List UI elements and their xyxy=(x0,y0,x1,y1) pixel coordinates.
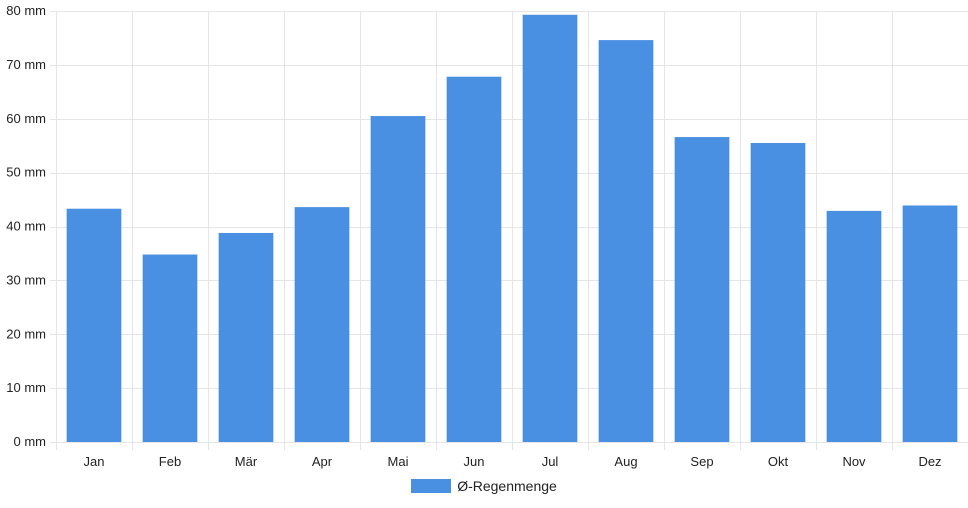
x-tick-label: Nov xyxy=(842,454,866,469)
y-tick-label: 50 mm xyxy=(6,165,46,180)
x-tick-label: Okt xyxy=(768,454,789,469)
bar-Jul[interactable] xyxy=(522,14,578,443)
legend-swatch xyxy=(411,479,452,493)
y-tick-label: 40 mm xyxy=(6,219,46,234)
y-tick-label: 20 mm xyxy=(6,326,46,341)
x-tick-label: Jul xyxy=(542,454,559,469)
x-tick-label: Sep xyxy=(690,454,713,469)
legend-label: Ø-Regenmenge xyxy=(457,478,557,494)
x-axis-labels: Jan Feb Mär Apr Mai Jun Jul Aug Sep Okt Nov Dez xyxy=(84,454,942,469)
grid-lines xyxy=(50,11,968,450)
y-tick-label: 0 mm xyxy=(14,434,47,449)
bar-Okt[interactable] xyxy=(750,142,806,442)
bar-Sep[interactable] xyxy=(674,137,730,442)
bar-Aug[interactable] xyxy=(598,40,654,442)
x-tick-label: Apr xyxy=(312,454,333,469)
bar-Jan[interactable] xyxy=(66,208,122,442)
bar-series xyxy=(66,14,958,443)
legend[interactable]: Ø-Regenmenge xyxy=(0,478,968,494)
bar-Mär[interactable] xyxy=(218,232,274,442)
y-tick-label: 60 mm xyxy=(6,111,46,126)
bar-Feb[interactable] xyxy=(142,254,198,442)
x-tick-label: Aug xyxy=(614,454,637,469)
bar-Nov[interactable] xyxy=(826,210,882,442)
y-tick-label: 30 mm xyxy=(6,272,46,287)
bar-Dez[interactable] xyxy=(902,205,958,442)
bar-Mai[interactable] xyxy=(370,116,426,443)
x-tick-label: Jun xyxy=(464,454,485,469)
x-tick-label: Dez xyxy=(918,454,941,469)
x-tick-label: Mai xyxy=(388,454,409,469)
x-tick-label: Mär xyxy=(235,454,258,469)
y-tick-label: 10 mm xyxy=(6,380,46,395)
y-tick-label: 80 mm xyxy=(6,3,46,18)
y-tick-label: 70 mm xyxy=(6,57,46,72)
x-tick-label: Feb xyxy=(159,454,181,469)
x-tick-label: Jan xyxy=(84,454,105,469)
bar-Jun[interactable] xyxy=(446,76,502,442)
bar-Apr[interactable] xyxy=(294,207,350,442)
y-axis-labels: 0 mm 10 mm 20 mm 30 mm 40 mm 50 mm 60 mm 70 mm 8… xyxy=(6,3,46,449)
